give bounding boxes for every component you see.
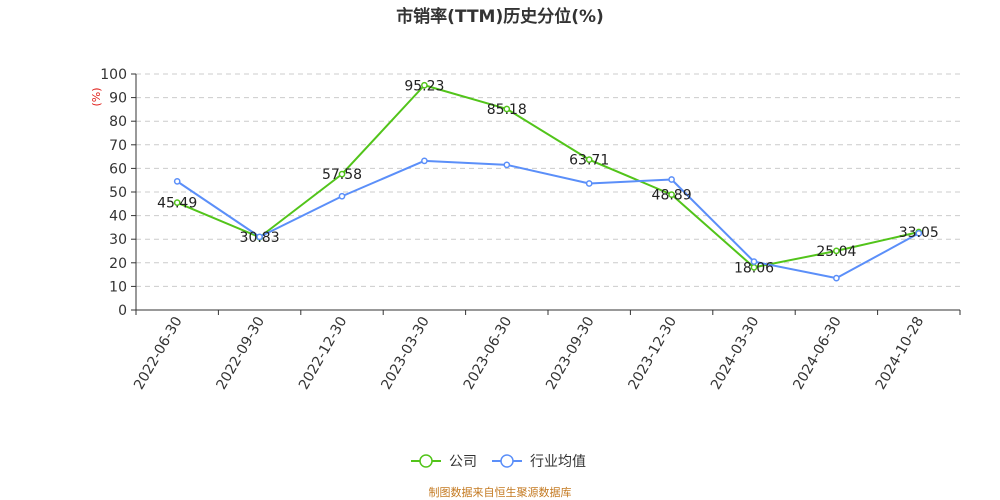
y-tick-label: 60 [109, 161, 127, 177]
data-point [668, 191, 675, 198]
data-label: 95.23 [404, 78, 444, 94]
data-point [833, 274, 840, 282]
x-tick-label: 2022-06-30 [131, 314, 186, 392]
data-point [915, 229, 923, 237]
y-tick-label: 40 [109, 209, 127, 225]
legend-label-0: 公司 [449, 454, 477, 470]
data-point [585, 156, 593, 163]
data-point [503, 161, 511, 169]
y-tick-label: 90 [109, 91, 127, 107]
legend-marker-1 [500, 454, 514, 468]
x-tick-label: 2023-09-30 [543, 314, 598, 392]
series-layer [173, 81, 923, 282]
y-tick-label: 20 [109, 256, 127, 272]
y-tick-label: 30 [109, 232, 127, 248]
y-tick-label: 50 [109, 185, 127, 201]
x-tick-label: 2022-09-30 [214, 314, 269, 392]
data-point [338, 192, 346, 200]
series-line-0 [176, 84, 920, 269]
y-axis-unit-label: (%) [90, 87, 103, 106]
x-tick-label: 2023-03-30 [378, 314, 433, 392]
data-label: 85.18 [487, 102, 527, 118]
data-label: 30.83 [240, 230, 280, 246]
data-label: 45.49 [157, 196, 197, 212]
x-tick-label: 2022-12-30 [296, 314, 351, 392]
y-tick-label: 80 [109, 114, 127, 130]
legend-label-1: 行业均值 [530, 454, 586, 470]
x-tick-label: 2023-06-30 [461, 314, 516, 392]
data-label: 63.71 [569, 153, 609, 169]
data-point [833, 247, 840, 255]
data-point [421, 81, 428, 89]
y-tick-label: 10 [109, 279, 127, 295]
data-label: 25.04 [816, 244, 856, 260]
legend-marker-0 [419, 454, 433, 468]
series-line-1 [176, 159, 920, 280]
data-point [585, 180, 593, 187]
data-source-note: 制图数据来自恒生聚源数据库 [429, 485, 572, 499]
data-label: 18.06 [734, 260, 774, 276]
data-point [173, 178, 181, 185]
data-point [421, 157, 428, 165]
data-point [256, 233, 263, 241]
data-point [503, 105, 511, 113]
x-tick-label: 2024-06-30 [790, 314, 845, 392]
y-tick-label: 100 [100, 67, 127, 83]
x-tick-label: 2023-12-30 [626, 314, 681, 392]
data-labels: 45.49 30.83 57.58 95.23 85.18 63.71 48.89 18.06… [157, 78, 939, 276]
data-point [338, 170, 346, 178]
axes: 0 10 20 30 40 50 60 70 80 90 100 2022-06-30 2022-09-… [100, 67, 961, 392]
data-label: 48.89 [652, 188, 692, 204]
data-point [668, 176, 675, 183]
data-label: 33.05 [899, 225, 939, 241]
legend[interactable]: 公司 行业均值 [411, 454, 586, 470]
data-point [173, 199, 181, 206]
data-point [750, 258, 758, 265]
chart-title: 市销率(TTM)历史分位(%) [396, 6, 604, 27]
y-tick-label: 0 [118, 303, 127, 319]
data-label: 57.58 [322, 167, 362, 183]
y-tick-label: 70 [109, 138, 127, 154]
grid-lines [136, 73, 960, 287]
x-tick-label: 2024-03-30 [708, 314, 763, 392]
x-tick-label: 2024-10-28 [873, 314, 928, 392]
